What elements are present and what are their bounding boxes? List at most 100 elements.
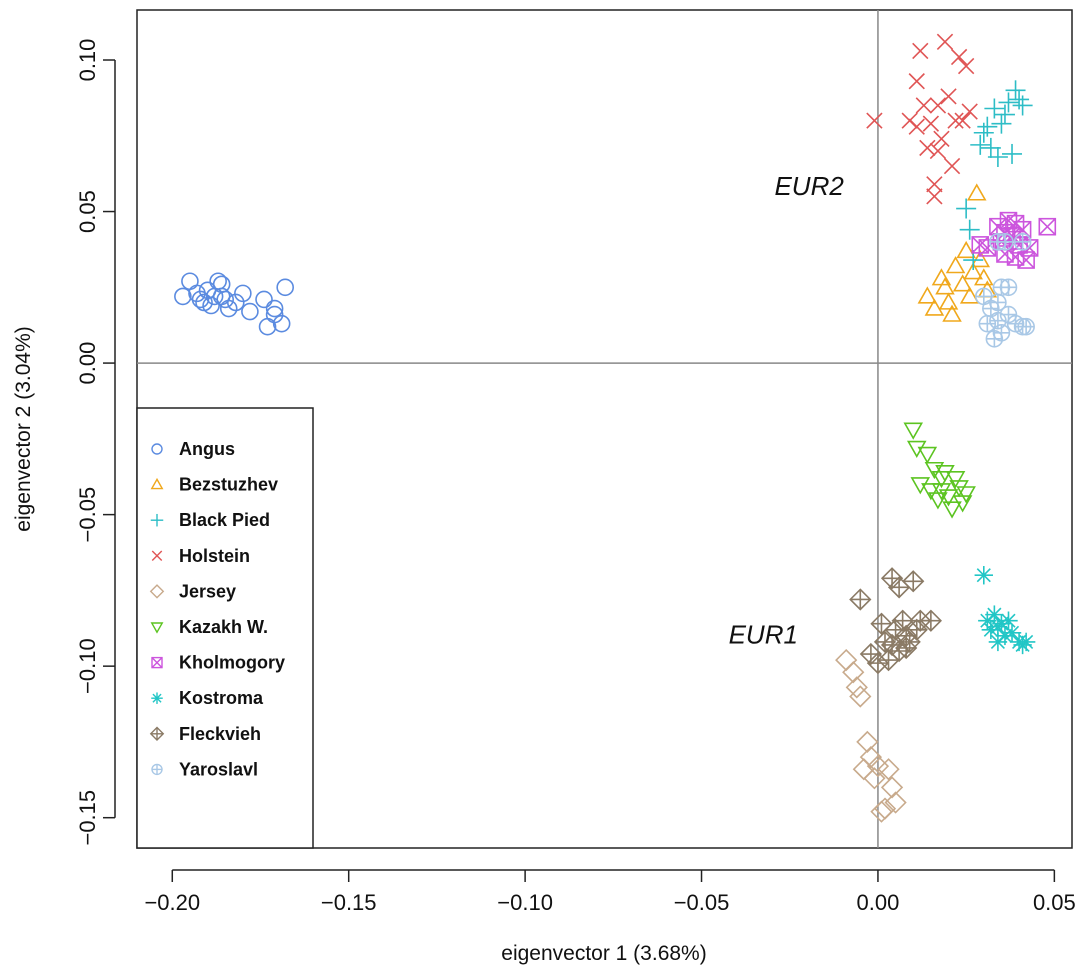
point-holstein xyxy=(954,112,971,129)
legend-marker-jersey xyxy=(149,584,165,599)
point-fleckvieh xyxy=(919,609,942,632)
point-black-pied xyxy=(1012,95,1033,116)
point-kholmogory xyxy=(1006,214,1025,233)
point-bezstuzhev xyxy=(966,183,987,201)
point-holstein xyxy=(929,142,947,160)
point-kholmogory xyxy=(1038,217,1057,236)
legend-item-kholmogory: Kholmogory xyxy=(151,653,285,673)
point-black-pied xyxy=(956,198,977,219)
point-angus xyxy=(255,290,273,309)
point-angus xyxy=(181,272,199,291)
point-kazakh-w xyxy=(910,477,931,495)
point-bezstuzhev xyxy=(917,286,938,304)
point-kazakh-w xyxy=(945,471,966,489)
point-kostroma xyxy=(999,611,1018,630)
point-black-pied xyxy=(998,92,1019,113)
legend-label-kazakh-w: Kazakh W. xyxy=(179,617,268,637)
legend-label-kostroma: Kostroma xyxy=(179,688,264,708)
annotation-eur2: EUR2 xyxy=(774,171,844,201)
point-holstein xyxy=(922,115,940,132)
y-tick-label: −0.15 xyxy=(75,790,100,846)
y-tick-label: −0.05 xyxy=(75,487,100,543)
legend-label-angus: Angus xyxy=(179,439,235,459)
point-yaroslavl xyxy=(992,323,1011,342)
point-black-pied xyxy=(977,116,998,137)
point-jersey xyxy=(842,661,865,684)
legend-marker-angus xyxy=(151,443,163,455)
point-black-pied xyxy=(1005,80,1026,101)
point-kazakh-w xyxy=(935,464,955,483)
y-tick-label: 0.00 xyxy=(75,342,100,385)
point-jersey xyxy=(873,797,897,820)
legend-item-angus: Angus xyxy=(151,439,235,459)
legend-item-yaroslavl: Yaroslavl xyxy=(151,759,258,779)
x-tick-label: −0.20 xyxy=(144,890,200,915)
point-holstein xyxy=(929,97,947,114)
legend-label-holstein: Holstein xyxy=(179,546,250,566)
point-kazakh-w xyxy=(931,483,952,501)
legend-item-fleckvieh: Fleckvieh xyxy=(149,724,261,744)
point-yaroslavl xyxy=(1013,233,1032,251)
legend-marker-kazakh-w xyxy=(150,622,164,634)
point-black-pied xyxy=(1009,89,1030,110)
legend-label-bezstuzhev: Bezstuzhev xyxy=(179,475,278,495)
x-tick-label: −0.15 xyxy=(321,890,377,915)
y-tick-label: −0.10 xyxy=(75,638,100,694)
point-black-pied xyxy=(984,98,1005,119)
point-fleckvieh xyxy=(902,570,925,593)
legend-label-black-pied: Black Pied xyxy=(179,510,270,530)
legend-item-jersey: Jersey xyxy=(149,581,236,601)
legend-label-fleckvieh: Fleckvieh xyxy=(179,724,261,744)
legend-item-holstein: Holstein xyxy=(151,546,250,566)
point-kholmogory xyxy=(1017,251,1035,269)
point-kazakh-w xyxy=(917,446,938,465)
point-kostroma xyxy=(995,626,1015,646)
point-holstein xyxy=(961,103,978,120)
data-points xyxy=(174,33,1057,823)
point-black-pied xyxy=(994,104,1015,125)
point-angus xyxy=(241,302,259,321)
point-angus xyxy=(191,290,210,309)
point-jersey xyxy=(856,730,879,754)
annotation-eur1: EUR1 xyxy=(729,619,798,649)
legend-marker-black-pied xyxy=(150,513,164,527)
point-holstein xyxy=(919,139,936,157)
point-holstein xyxy=(912,42,929,60)
annotations: EUR2 EUR1 xyxy=(729,171,845,650)
x-axis-label: eigenvector 1 (3.68%) xyxy=(501,942,706,965)
point-bezstuzhev xyxy=(974,268,994,286)
point-kostroma xyxy=(985,605,1004,624)
x-tick-label: −0.10 xyxy=(497,890,553,915)
point-kazakh-w xyxy=(938,489,959,507)
legend-marker-kostroma xyxy=(151,692,163,704)
point-angus xyxy=(209,272,227,291)
point-bezstuzhev xyxy=(952,274,973,292)
point-bezstuzhev xyxy=(945,256,966,274)
point-fleckvieh xyxy=(870,612,893,635)
point-angus xyxy=(216,290,235,309)
point-black-pied xyxy=(987,146,1008,167)
point-bezstuzhev xyxy=(938,292,959,310)
x-tick-label: −0.05 xyxy=(674,890,730,915)
point-holstein xyxy=(866,112,883,129)
legend-item-bezstuzhev: Bezstuzhev xyxy=(150,475,278,495)
point-kostroma xyxy=(981,620,1001,639)
point-jersey xyxy=(845,676,868,699)
legend-item-kostroma: Kostroma xyxy=(151,688,264,708)
legend-marker-bezstuzhev xyxy=(150,477,164,490)
point-angus xyxy=(226,293,245,312)
legend-label-yaroslavl: Yaroslavl xyxy=(179,759,258,779)
point-angus xyxy=(234,284,252,303)
point-angus xyxy=(276,278,294,297)
point-kazakh-w xyxy=(956,486,976,504)
point-holstein xyxy=(936,33,954,50)
point-holstein xyxy=(943,157,961,175)
x-tick-label: 0.05 xyxy=(1033,890,1076,915)
point-holstein xyxy=(908,118,925,135)
point-black-pied xyxy=(970,134,991,155)
point-jersey xyxy=(849,685,872,708)
point-kostroma xyxy=(988,617,1008,636)
point-bezstuzhev xyxy=(956,240,976,259)
y-tick-label: 0.10 xyxy=(75,39,100,82)
